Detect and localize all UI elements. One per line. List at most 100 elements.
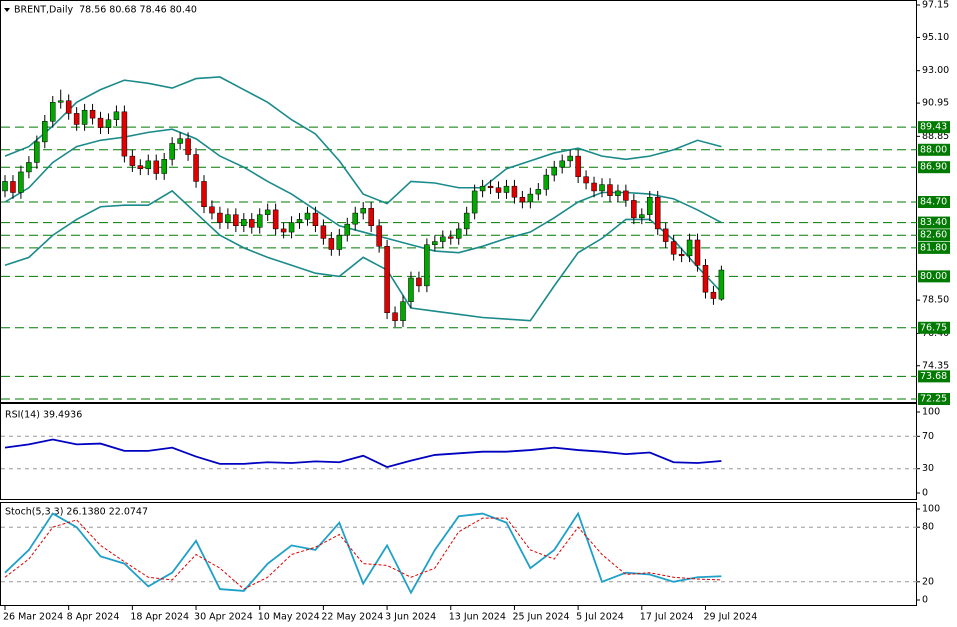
indicator-line [4,517,722,590]
level-label-box [918,216,950,229]
x-tick-label: 5 Jul 2024 [576,612,624,623]
candle-body [50,102,56,122]
level-label-box [918,393,950,405]
y-tick-label: 0 [922,488,928,499]
candle-body [145,160,152,170]
candle-body [615,190,621,196]
y-tick-label: 90.95 [922,98,949,109]
x-tick-label: 29 Jul 2024 [703,612,757,623]
level-label: 72.25 [920,394,947,405]
candle-body [288,222,295,233]
candle-body [591,182,597,192]
candle-body [599,184,605,192]
x-tick-label: 3 Jun 2024 [385,612,436,623]
candle-body [18,171,24,193]
candle-body [161,159,167,174]
candle-body [543,174,550,190]
y-tick-label: 70 [922,431,934,442]
candle-body [479,185,486,192]
candle-body [400,301,406,321]
indicator-line [4,189,722,322]
candle-body [129,155,136,166]
candle-body [448,236,454,239]
x-tick-label: 10 May 2024 [258,612,320,623]
candle-body [519,197,526,203]
level-label: 86.90 [920,162,947,173]
panel-title: Stoch(5,3,3) 26.1380 22.0747 [5,507,148,518]
candle-body [535,189,542,195]
collapse-icon[interactable] [4,8,10,12]
panel-title: RSI(14) 39.4936 [5,410,82,421]
candle-body [511,185,518,198]
candle-body [2,181,8,192]
candle-body [113,111,120,120]
candle-body [416,277,422,287]
level-label: 80.00 [920,271,947,282]
y-tick-label: 97.15 [922,0,949,11]
level-label: 82.60 [920,230,947,241]
candle-body [81,109,88,125]
candle-body [607,184,613,196]
candle-body [153,160,159,174]
candle-body [694,239,701,266]
rsi-panel [0,403,917,500]
candle-body [678,253,685,257]
panel-title: BRENT,Daily [14,5,73,16]
level-label: 84.70 [920,197,947,208]
indicator-line [4,76,722,205]
x-tick-label: 13 Jun 2024 [449,612,506,623]
y-tick-label: 100 [922,504,940,515]
candle-body [241,219,247,226]
level-label: 76.75 [920,322,947,333]
candle-body [105,119,112,128]
candle-body [336,234,343,250]
candle-body [360,208,366,214]
candle-body [559,160,565,168]
candle-body [57,100,64,103]
candle-body [567,155,573,162]
candle-body [503,185,510,193]
level-label-box [918,143,950,156]
x-tick-label: 25 Jun 2024 [512,612,569,623]
candle-body [718,269,725,300]
level-label: 88.00 [920,144,947,155]
y-tick-label: 78.50 [922,295,949,306]
x-tick-label: 30 Apr 2024 [194,612,253,623]
candle-body [137,165,144,170]
candle-body [702,265,709,293]
y-tick-label: 74.35 [922,360,949,371]
candle-body [185,138,191,155]
candle-body [670,241,677,255]
candle-body [201,181,207,207]
candle-body [710,291,717,299]
candle-body [312,212,319,226]
indicator-line [4,438,722,469]
candle-body [73,113,80,125]
level-label: 83.40 [920,217,947,228]
candle-body [296,219,303,223]
candle-body [424,244,430,287]
x-tick-label: 18 Apr 2024 [130,612,189,623]
candle-body [97,117,104,128]
candle-body [575,155,581,177]
candle-body [34,141,40,163]
candle-body [368,208,374,226]
x-tick-label: 17 Jul 2024 [640,612,694,623]
y-tick-label: 95.10 [922,32,949,43]
candle-body [320,225,327,239]
candle-body [631,200,637,219]
candle-body [551,166,557,176]
candle-body [249,219,255,228]
candle-body [639,214,645,219]
candle-body [256,214,263,228]
candle-body [432,241,438,245]
candle-body [487,185,494,189]
indicator-line [4,511,722,595]
level-label-box [918,229,950,242]
y-tick-label: 80 [922,522,934,533]
candle-body [225,214,231,223]
candle-body [233,214,239,226]
candle-body [121,111,128,157]
candle-body [527,193,534,203]
